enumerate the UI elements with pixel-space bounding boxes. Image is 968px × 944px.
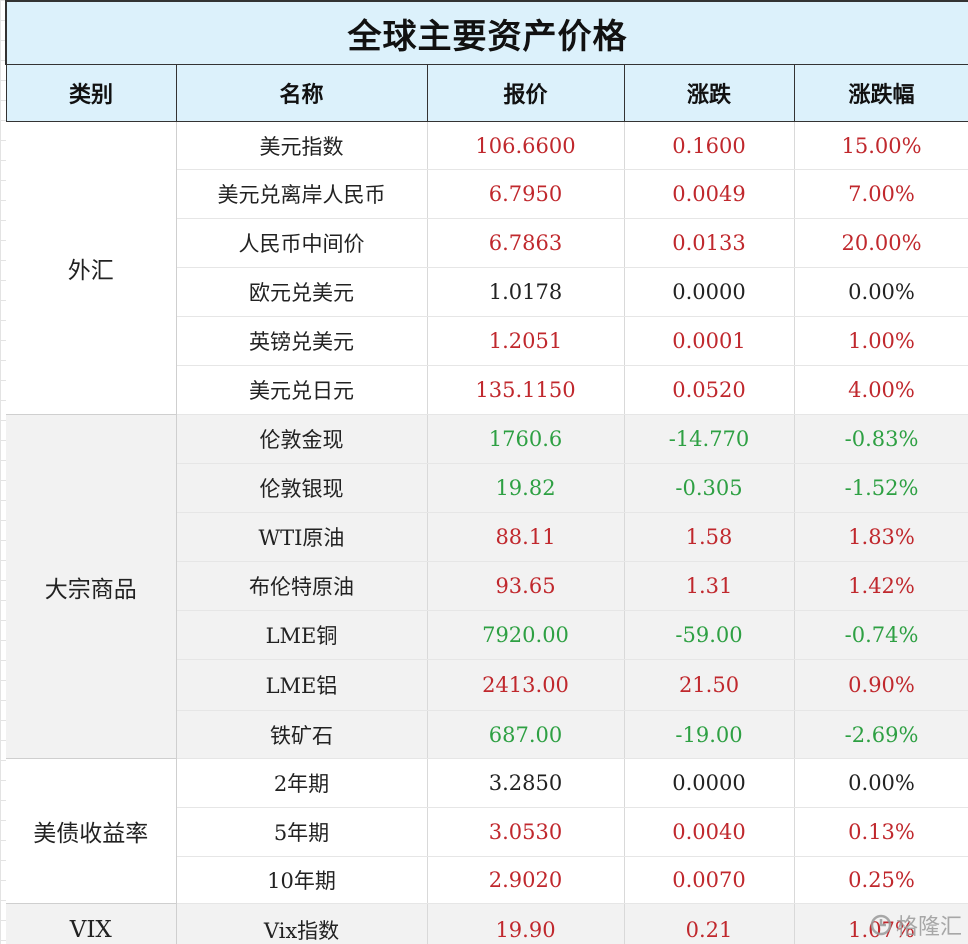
table-row: 大宗商品 伦敦金现 1760.6 -14.770 -0.83% [6,415,968,464]
change-pct-cell: 7.00% [794,170,968,219]
price-cell: 3.0530 [427,808,624,857]
change-pct-cell: 0.13% [794,808,968,857]
change-pct-cell: 0.00% [794,759,968,808]
watermark: 格隆汇 [870,909,962,941]
change-pct-cell: 0.90% [794,660,968,711]
header-change: 涨跌 [624,65,794,122]
price-cell: 2413.00 [427,660,624,711]
price-cell: 106.6600 [427,122,624,170]
change-cell: 0.0520 [624,366,794,415]
header-price: 报价 [427,65,624,122]
table-body: 外汇 美元指数 106.6600 0.1600 15.00% 美元兑离岸人民币 6.7950… [6,122,968,944]
table-title: 全球主要资产价格 [6,1,968,65]
price-cell: 6.7863 [427,219,624,268]
asset-name-cell: 伦敦银现 [176,464,427,513]
asset-name-cell: 人民币中间价 [176,219,427,268]
change-pct-cell: 1.42% [794,562,968,611]
change-pct-cell: 0.25% [794,857,968,904]
change-cell: 0.1600 [624,122,794,170]
change-cell: 21.50 [624,660,794,711]
price-cell: 2.9020 [427,857,624,904]
change-cell: 1.58 [624,513,794,562]
change-pct-cell: -1.52% [794,464,968,513]
category-cell: 美债收益率 [6,759,176,904]
price-cell: 7920.00 [427,611,624,660]
change-cell: -59.00 [624,611,794,660]
change-pct-cell: -2.69% [794,711,968,759]
asset-name-cell: 美元指数 [176,122,427,170]
price-cell: 19.82 [427,464,624,513]
price-cell: 687.00 [427,711,624,759]
price-cell: 19.90 [427,904,624,944]
price-cell: 1.0178 [427,268,624,317]
change-pct-cell: -0.83% [794,415,968,464]
asset-name-cell: 布伦特原油 [176,562,427,611]
watermark-text: 格隆汇 [896,909,962,941]
change-pct-cell: -0.74% [794,611,968,660]
change-pct-cell: 15.00% [794,122,968,170]
change-pct-cell: 20.00% [794,219,968,268]
asset-name-cell: 美元兑离岸人民币 [176,170,427,219]
change-cell: -19.00 [624,711,794,759]
asset-name-cell: 欧元兑美元 [176,268,427,317]
asset-name-cell: 2年期 [176,759,427,808]
category-cell: VIX [6,904,176,944]
change-cell: 0.0070 [624,857,794,904]
asset-name-cell: LME铝 [176,660,427,711]
asset-name-cell: 美元兑日元 [176,366,427,415]
table-row: 美债收益率 2年期 3.2850 0.0000 0.00% [6,759,968,808]
change-cell: 0.0000 [624,268,794,317]
price-cell: 1.2051 [427,317,624,366]
header-row: 类别 名称 报价 涨跌 涨跌幅 [6,65,968,122]
category-cell: 大宗商品 [6,415,176,759]
price-cell: 135.1150 [427,366,624,415]
asset-name-cell: 英镑兑美元 [176,317,427,366]
change-cell: 0.21 [624,904,794,944]
change-cell: 0.0001 [624,317,794,366]
header-category: 类别 [6,65,176,122]
change-pct-cell: 1.00% [794,317,968,366]
header-name: 名称 [176,65,427,122]
change-cell: -14.770 [624,415,794,464]
change-cell: 0.0000 [624,759,794,808]
change-pct-cell: 4.00% [794,366,968,415]
gelonghui-logo-icon [870,914,892,936]
table-row: VIX Vix指数 19.90 0.21 1.07% [6,904,968,944]
price-cell: 1760.6 [427,415,624,464]
asset-name-cell: 10年期 [176,857,427,904]
change-cell: 0.0133 [624,219,794,268]
header-change-pct: 涨跌幅 [794,65,968,122]
category-cell: 外汇 [6,122,176,415]
price-cell: 88.11 [427,513,624,562]
change-cell: -0.305 [624,464,794,513]
asset-name-cell: 伦敦金现 [176,415,427,464]
asset-name-cell: LME铜 [176,611,427,660]
change-pct-cell: 0.00% [794,268,968,317]
asset-name-cell: Vix指数 [176,904,427,944]
price-cell: 3.2850 [427,759,624,808]
price-cell: 6.7950 [427,170,624,219]
price-cell: 93.65 [427,562,624,611]
asset-name-cell: WTI原油 [176,513,427,562]
change-cell: 0.0040 [624,808,794,857]
table-row: 外汇 美元指数 106.6600 0.1600 15.00% [6,122,968,170]
asset-price-table: 全球主要资产价格 类别 名称 报价 涨跌 涨跌幅 外汇 美元指数 106.6600 0… [5,0,968,944]
change-pct-cell: 1.83% [794,513,968,562]
change-cell: 0.0049 [624,170,794,219]
asset-name-cell: 5年期 [176,808,427,857]
change-cell: 1.31 [624,562,794,611]
asset-name-cell: 铁矿石 [176,711,427,759]
